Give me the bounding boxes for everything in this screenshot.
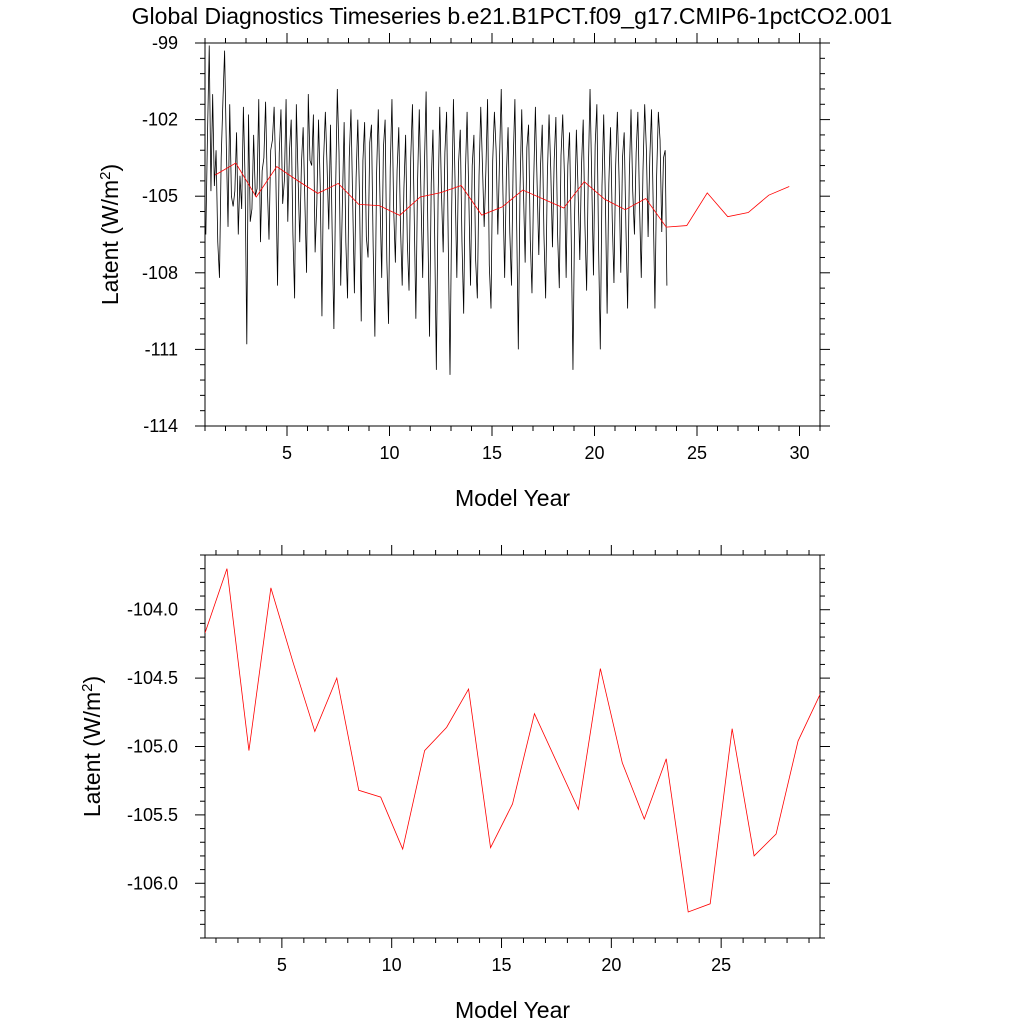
top-y-axis-label-close: ) xyxy=(97,164,123,172)
top-y-tick-label: -105 xyxy=(142,186,178,206)
top-y-tick-label: -102 xyxy=(142,110,178,130)
top-x-tick-label: 5 xyxy=(282,443,292,463)
bottom-x-axis-label: Model Year xyxy=(455,997,570,1023)
bottom-y-axis-label: Latent (W/m2) xyxy=(79,676,106,817)
top-monthly-series-line xyxy=(205,45,668,375)
top-y-tick-label: -99 xyxy=(152,33,178,53)
top-y-tick-label: -114 xyxy=(143,416,178,436)
bottom-annual-mean-line xyxy=(205,568,820,913)
bottom-y-tick-label: -106.0 xyxy=(127,873,178,893)
top-y-axis-label-text: Latent (W/m xyxy=(97,180,123,305)
top-x-tick-label: 30 xyxy=(789,443,809,463)
top-y-axis-label: Latent (W/m2) xyxy=(97,164,124,305)
bottom-y-axis-label-superscript: 2 xyxy=(79,684,96,692)
top-x-tick-label: 20 xyxy=(584,443,604,463)
bottom-y-tick-label: -104.0 xyxy=(127,600,178,620)
bottom-x-tick-label: 20 xyxy=(601,955,621,975)
bottom-y-axis-label-close: ) xyxy=(79,676,105,684)
top-x-tick-label: 10 xyxy=(379,443,399,463)
top-latent-panel: Model Year Latent (W/m2) 5 10 15 20 25 30 -114… xyxy=(97,33,830,511)
figure-title: Global Diagnostics Timeseries b.e21.B1PC… xyxy=(132,3,893,29)
bottom-x-tick-label: 10 xyxy=(382,955,402,975)
top-y-tick-label: -111 xyxy=(145,339,178,359)
bottom-y-tick-label: -105.5 xyxy=(127,805,178,825)
bottom-x-tick-label: 25 xyxy=(711,955,731,975)
top-annual-mean-line xyxy=(215,162,790,228)
bottom-x-tick-label: 5 xyxy=(277,955,287,975)
bottom-y-axis-label-text: Latent (W/m xyxy=(79,692,105,817)
bottom-y-tick-label: -105.0 xyxy=(127,737,178,757)
bottom-latent-panel: Model Year Latent (W/m2) 5 10 15 20 25 -106.0… xyxy=(79,545,830,1023)
bottom-x-tick-label: 15 xyxy=(492,955,512,975)
bottom-plot-frame xyxy=(204,554,821,939)
top-x-axis-label: Model Year xyxy=(455,485,570,511)
bottom-y-tick-label: -104.5 xyxy=(127,668,178,688)
top-x-tick-label: 25 xyxy=(687,443,707,463)
top-y-axis-label-superscript: 2 xyxy=(97,172,114,180)
top-x-tick-label: 15 xyxy=(482,443,502,463)
top-y-tick-label: -108 xyxy=(142,263,178,283)
